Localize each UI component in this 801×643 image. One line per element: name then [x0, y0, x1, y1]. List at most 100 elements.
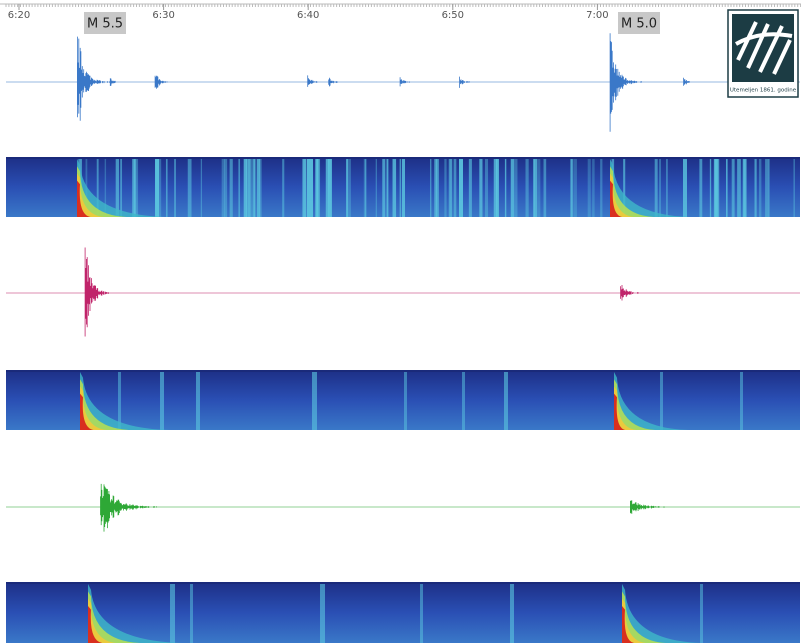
streak [659, 159, 661, 217]
waveform [77, 33, 690, 132]
streak [258, 159, 262, 217]
streak [504, 372, 508, 430]
streak [510, 584, 514, 643]
streak [587, 159, 591, 217]
streak [504, 159, 507, 217]
streak [485, 159, 489, 217]
streak [238, 159, 241, 217]
streak [510, 159, 514, 217]
streak [709, 159, 712, 217]
time-tick-label: 6:30 [152, 10, 174, 21]
streak [700, 584, 703, 643]
event-energy [622, 598, 646, 643]
time-tick-label: 6:20 [8, 10, 30, 21]
streak [312, 372, 317, 430]
event-energy [610, 159, 690, 217]
event-energy [622, 605, 634, 643]
streak [386, 159, 389, 217]
streak [392, 159, 397, 217]
spectrogram-top [6, 582, 800, 584]
streak [683, 159, 687, 217]
event-energy [88, 591, 141, 643]
event-energy [77, 180, 91, 217]
event-energy [622, 591, 666, 643]
streak [382, 159, 386, 217]
streak [302, 159, 307, 217]
streak [479, 159, 483, 217]
streak [170, 584, 175, 643]
event-label: M 5.0 [618, 12, 660, 34]
event-energy [614, 386, 637, 430]
streak [115, 159, 119, 217]
spectrogram-top [6, 157, 800, 159]
streak [573, 159, 577, 217]
event-energy [610, 173, 634, 217]
streak [430, 159, 432, 217]
spectrogram [6, 370, 800, 430]
streak [699, 159, 703, 217]
streak [462, 372, 465, 430]
event-energy [610, 166, 654, 217]
streak [160, 372, 164, 430]
event-magnitude: M 5.0 [621, 17, 657, 32]
streak [132, 159, 136, 217]
event-energy [614, 393, 626, 430]
streak [754, 159, 757, 217]
streak [253, 159, 256, 217]
streak [732, 159, 734, 217]
streak [444, 159, 447, 217]
streak [134, 159, 139, 217]
streak [716, 159, 720, 217]
streak [96, 159, 99, 217]
streak [660, 372, 663, 430]
streak [399, 159, 402, 217]
streak [743, 159, 747, 217]
time-tick-label: 6:40 [297, 10, 319, 21]
streak [325, 159, 329, 217]
streak [317, 159, 321, 217]
event-energy [88, 605, 103, 643]
streak [404, 372, 407, 430]
event-label: M 5.5 [84, 12, 126, 34]
streak [165, 159, 168, 217]
streak [190, 584, 193, 643]
streak [713, 159, 718, 217]
event-energy [622, 584, 702, 643]
streak [436, 159, 439, 217]
streak [104, 159, 107, 217]
streak [157, 159, 162, 217]
streak [196, 372, 200, 430]
streak [623, 159, 626, 217]
time-tick-label: 6:50 [442, 10, 464, 21]
streak [726, 159, 728, 217]
streak [737, 159, 741, 217]
spectrogram-bg [6, 370, 800, 430]
streak [758, 159, 762, 217]
spectrogram [6, 157, 800, 217]
waveform [84, 247, 639, 337]
streak [375, 159, 377, 217]
event-energy [77, 173, 104, 217]
event-energy [88, 598, 117, 643]
streak [459, 159, 463, 217]
event-magnitude: M 5.5 [87, 17, 123, 32]
streak [221, 159, 225, 217]
event-energy [80, 386, 107, 430]
event-energy [88, 584, 183, 643]
streak [402, 159, 405, 217]
streak [174, 159, 176, 217]
streak [316, 159, 319, 217]
streak [765, 159, 769, 217]
streak [328, 159, 332, 217]
streak [654, 159, 658, 217]
streak [434, 159, 437, 217]
event-energy [77, 159, 167, 217]
streak [155, 159, 159, 217]
spectrogram-bg [6, 582, 800, 643]
streak [493, 159, 498, 217]
panels [6, 33, 800, 643]
streak [768, 159, 770, 217]
streak [600, 159, 603, 217]
spectrogram-top [6, 370, 800, 372]
